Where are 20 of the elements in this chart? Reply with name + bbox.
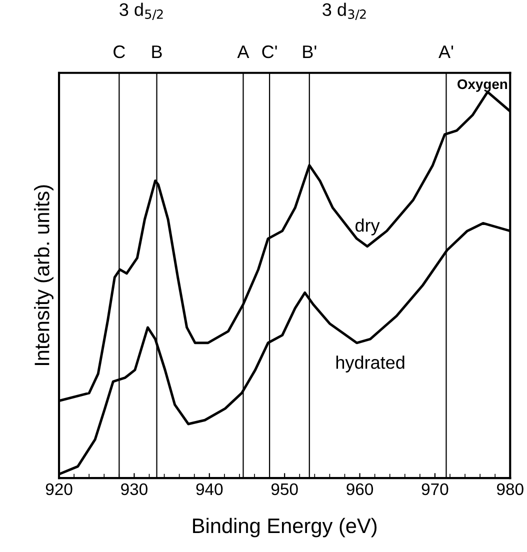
ref-line-label: B' [303, 46, 316, 58]
ref-line-label: A' [438, 46, 454, 58]
x-axis-title: Binding Energy (eV) [193, 518, 377, 538]
text: 3 d$_{5/2}$ [120, 2, 163, 20]
x-tick-label: 980 [497, 483, 524, 496]
ref-line-label: C [114, 45, 126, 58]
x-tick-label: 930 [121, 483, 148, 496]
series-label: dry [356, 218, 380, 236]
x-tick-label: 950 [271, 483, 298, 496]
text: Oxygen [458, 79, 508, 92]
text: 3 d$_{3/2}$ [322, 2, 366, 20]
y-axis-title: Intensity (arb. units) [34, 185, 54, 365]
x-tick-label: 960 [346, 483, 374, 496]
ref-line-label: A [237, 46, 250, 58]
series-label: hydrated [336, 356, 404, 372]
ref-line-label: C' [262, 45, 277, 58]
x-tick-label: 970 [422, 483, 448, 496]
x-tick-label: 940 [196, 483, 223, 496]
ref-line-label: B [152, 46, 162, 58]
x-tick-label: 920 [46, 483, 72, 496]
